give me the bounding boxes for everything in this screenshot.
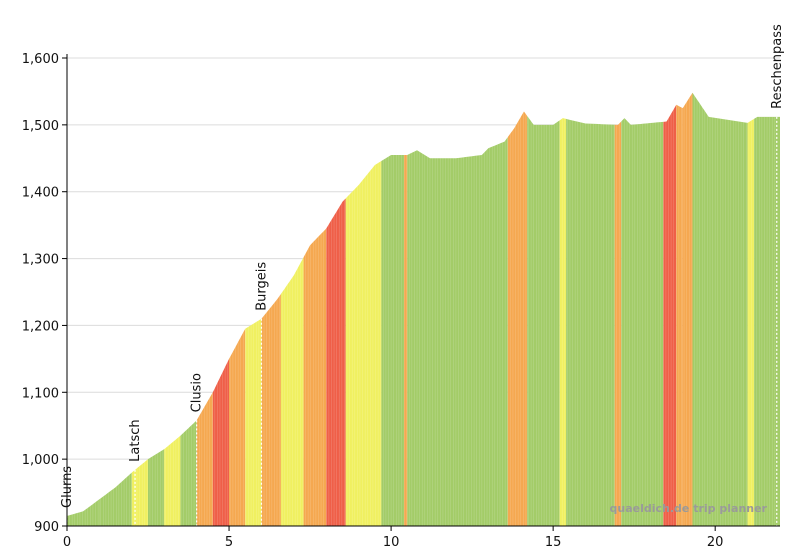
gradient-band — [621, 118, 664, 527]
gradient-bands — [66, 92, 780, 527]
y-tick-label: 1,100 — [22, 386, 59, 401]
x-tick-label: 0 — [63, 535, 71, 550]
gradient-band — [614, 121, 622, 526]
gradient-band — [682, 92, 693, 526]
gradient-band — [404, 154, 408, 526]
gradient-band — [676, 104, 683, 527]
y-tick-label: 900 — [34, 520, 59, 535]
waypoint-labels: Glurns Latsch Clusio Burgeis Reschenpass — [60, 24, 785, 508]
gradient-band — [754, 116, 780, 526]
gradient-band — [527, 115, 560, 526]
gradient-band — [196, 392, 213, 526]
x-tick-label: 5 — [225, 535, 233, 550]
x-tick-label: 20 — [707, 535, 724, 550]
watermark-text: quaeldich.de trip planner — [610, 502, 768, 515]
gradient-band — [303, 228, 327, 526]
waypoint-label: Latsch — [128, 419, 143, 461]
y-tick-label: 1,300 — [22, 253, 59, 268]
gradient-band — [180, 420, 197, 526]
x-tick-label: 10 — [383, 535, 400, 550]
gradient-band — [229, 328, 246, 526]
y-tick-label: 1,600 — [22, 52, 59, 67]
gradient-band — [261, 294, 281, 526]
gradient-band — [131, 459, 149, 526]
gradient-band — [381, 154, 405, 526]
waypoint-label: Burgeis — [254, 262, 269, 311]
gradient-band — [245, 318, 262, 526]
gradient-band — [148, 449, 165, 526]
gradient-band — [566, 118, 615, 526]
x-tick-label: 15 — [545, 535, 562, 550]
gradient-band — [663, 104, 677, 527]
gradient-band — [507, 111, 528, 526]
gradient-band — [692, 92, 748, 526]
waypoint-label: Reschenpass — [770, 24, 785, 109]
waypoint-markers — [66, 116, 778, 526]
y-tick-label: 1,400 — [22, 186, 59, 201]
y-tick-label: 1,000 — [22, 453, 59, 468]
y-tick-label: 1,500 — [22, 119, 59, 134]
gradient-band — [164, 435, 181, 526]
gradient-band — [67, 499, 100, 526]
axes — [66, 54, 780, 527]
waypoint-label: Glurns — [60, 466, 75, 508]
x-axis-tick-labels: 0 5 10 15 20 — [63, 526, 724, 550]
gradient-band — [747, 118, 755, 526]
gradient-band — [345, 160, 382, 526]
gradient-band — [407, 137, 508, 526]
gradient-band — [280, 257, 304, 526]
gradient-band — [326, 198, 346, 526]
y-tick-label: 1,200 — [22, 319, 59, 334]
waypoint-label: Clusio — [190, 373, 205, 412]
gradient-band — [99, 472, 132, 526]
gradient-band — [212, 358, 230, 526]
y-axis-tick-labels: 900 1,000 1,100 1,200 1,300 1,400 1,500 1,600 — [22, 52, 67, 535]
gradient-band — [559, 118, 567, 527]
